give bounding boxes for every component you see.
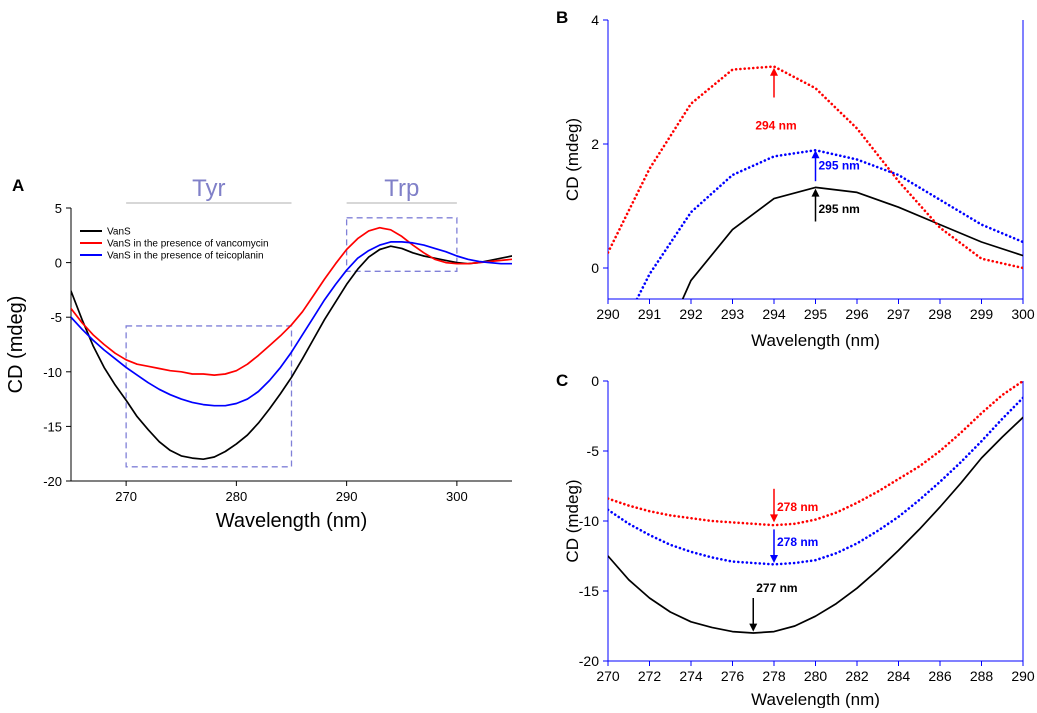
series-line-c-3 (608, 396, 1023, 566)
x-tick-label-c-286: 286 (928, 668, 952, 684)
annotation-label-b-1: 294 nm (755, 118, 796, 132)
series-line-b-2 (608, 65, 1023, 270)
y-axis-label-b: CD (mdeg) (563, 118, 582, 201)
x-axis-label-a: Wavelength (nm) (216, 510, 368, 532)
y-tick-label-a--15: -15 (43, 419, 62, 434)
x-tick-label-a-290: 290 (336, 489, 358, 504)
x-tick-label-c-270: 270 (596, 668, 620, 684)
annotation-arrow-head-b-3 (811, 188, 820, 197)
x-tick-label-b-295: 295 (804, 306, 828, 322)
x-tick-label-b-292: 292 (679, 306, 703, 322)
series-group-a (71, 226, 512, 461)
series-line-a-3 (71, 241, 512, 407)
y-tick-label-c-0: 0 (591, 373, 599, 389)
series-line-a-2 (71, 226, 512, 376)
y-tick-label-b-2: 2 (591, 136, 599, 152)
annotation-arrow-head-c-2 (770, 555, 778, 563)
x-tick-label-b-291: 291 (638, 306, 662, 322)
annotation-arrow-head-c-3 (749, 623, 758, 632)
chart-panel-b: 290 291 292 293 294 295 296 297 298 299 300 0 2 4 Wave… (563, 12, 1035, 350)
chart-panel-a: Tyr Trp 270 280 290 300 -20 -15 -10 -5 0 5 Wavelengt… (5, 175, 512, 532)
x-axis-label-c: Wavelength (nm) (751, 690, 880, 708)
region-label-trp: Trp (384, 175, 419, 202)
x-tick-label-c-282: 282 (845, 668, 869, 684)
y-tick-label-b-0: 0 (591, 260, 599, 276)
y-tick-label-c--15: -15 (579, 583, 599, 599)
y-tick-label-a-5: 5 (55, 201, 62, 216)
legend-label-1: VanS (107, 227, 131, 238)
annotation-arrow-head-c-1 (770, 514, 778, 523)
y-tick-label-a--5: -5 (50, 310, 62, 325)
x-tick-label-c-272: 272 (638, 668, 662, 684)
y-tick-label-a-0: 0 (55, 256, 62, 271)
x-tick-label-b-290: 290 (596, 306, 620, 322)
annotation-label-c-2: 278 nm (777, 535, 818, 549)
y-tick-label-a--20: -20 (43, 474, 62, 489)
highlight-box-2 (345, 217, 458, 272)
y-tick-label-c--5: -5 (587, 443, 600, 459)
x-tick-label-c-276: 276 (721, 668, 745, 684)
x-tick-label-a-270: 270 (115, 489, 137, 504)
x-tick-label-c-284: 284 (887, 668, 911, 684)
annotation-label-c-3: 277 nm (756, 581, 797, 595)
x-tick-label-c-280: 280 (804, 668, 828, 684)
x-tick-label-b-299: 299 (970, 306, 994, 322)
x-tick-label-b-293: 293 (721, 306, 745, 322)
x-tick-label-c-274: 274 (679, 668, 703, 684)
series-line-b-1 (681, 186, 1023, 299)
panel-letter-a: A (12, 176, 24, 195)
annotation-label-c-1: 278 nm (777, 500, 818, 514)
panel-letter-c: C (556, 371, 568, 390)
series-line-c-1 (608, 416, 1023, 634)
series-line-c-2 (608, 381, 1023, 527)
y-axis-label-a: CD (mdeg) (5, 296, 27, 394)
annotation-arrow-head-b-2 (811, 150, 820, 159)
legend-label-2: VanS in the presence of vancomycin (107, 239, 269, 250)
legend-label-3: VanS in the presence of teicoplanin (107, 251, 264, 262)
x-tick-label-c-290: 290 (1011, 668, 1035, 684)
x-tick-label-a-280: 280 (226, 489, 248, 504)
x-tick-label-b-300: 300 (1011, 306, 1035, 322)
x-axis-label-b: Wavelength (nm) (751, 331, 880, 350)
annotation-label-b-2: 295 nm (819, 159, 860, 173)
x-tick-label-c-278: 278 (762, 668, 786, 684)
y-tick-label-c--20: -20 (579, 653, 599, 669)
annotation-label-b-3: 295 nm (819, 202, 860, 216)
y-tick-label-c--10: -10 (579, 513, 599, 529)
series-line-a-1 (71, 245, 512, 461)
chart-panel-c: 270 272 274 276 278 280 282 284 286 288 290 -20 -15 -… (563, 373, 1035, 709)
x-tick-label-b-296: 296 (845, 306, 869, 322)
x-tick-label-c-288: 288 (970, 668, 994, 684)
x-tick-label-b-298: 298 (928, 306, 952, 322)
y-axis-label-c: CD (mdeg) (563, 479, 582, 562)
y-tick-label-b-4: 4 (591, 12, 599, 28)
x-tick-label-a-300: 300 (446, 489, 468, 504)
annotation-arrow-head-b-1 (770, 67, 778, 76)
x-tick-label-b-297: 297 (887, 306, 911, 322)
y-tick-label-a--10: -10 (43, 365, 62, 380)
x-tick-label-b-294: 294 (762, 306, 786, 322)
series-group-c (608, 381, 1023, 634)
panel-letter-b: B (556, 8, 568, 27)
highlight-box-1 (125, 325, 293, 468)
series-group-b (608, 65, 1023, 299)
region-label-tyr: Tyr (192, 175, 225, 202)
